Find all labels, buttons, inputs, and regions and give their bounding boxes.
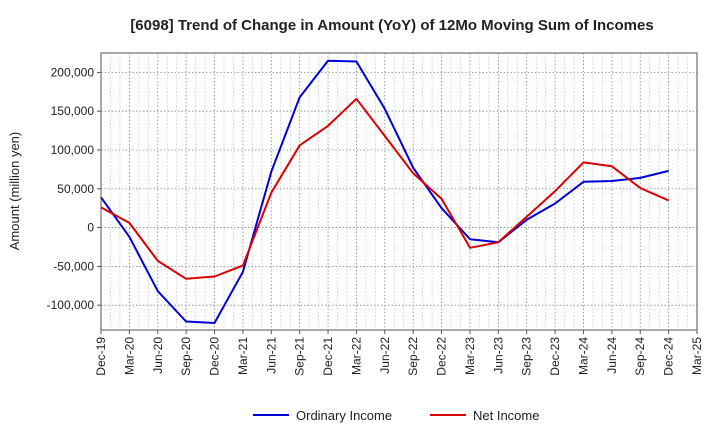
plot-area: -100,000 -50,000 0 50,000 100,000 150,000 200,… xyxy=(47,52,704,376)
minor-grid xyxy=(110,53,688,330)
y-tick-label: 200,000 xyxy=(51,65,95,79)
x-tick-label: Sep-24 xyxy=(633,337,647,376)
legend-label-net-income: Net Income xyxy=(473,408,539,423)
y-tick-label: -50,000 xyxy=(53,259,94,273)
plot-frame xyxy=(100,52,698,331)
y-tick-label: 0 xyxy=(87,221,94,235)
x-tick-label: Sep-21 xyxy=(293,337,307,376)
x-tick-label: Dec-19 xyxy=(94,337,108,376)
x-tick-label: Dec-21 xyxy=(321,337,335,376)
y-tick-label: 100,000 xyxy=(51,143,95,157)
x-tick-label: Jun-23 xyxy=(491,337,505,374)
x-tick-label: Sep-23 xyxy=(520,337,534,376)
legend-label-ordinary-income: Ordinary Income xyxy=(296,408,392,423)
x-tick-label: Dec-22 xyxy=(435,337,449,376)
x-tick-label: Dec-24 xyxy=(662,337,676,376)
x-tick-label: Sep-20 xyxy=(179,337,193,376)
x-tick-label: Dec-20 xyxy=(208,337,222,376)
plot-background xyxy=(101,53,697,330)
x-tick-label: Mar-23 xyxy=(463,337,477,375)
x-tick-label: Mar-22 xyxy=(349,337,363,375)
y-tick-label: 50,000 xyxy=(57,182,94,196)
x-tick-label: Mar-25 xyxy=(690,337,704,375)
x-tick-label: Jun-24 xyxy=(605,337,619,374)
x-tick-label: Jun-20 xyxy=(151,337,165,374)
series-line-ordinary-income xyxy=(100,59,669,324)
x-tick-label: Sep-22 xyxy=(406,337,420,376)
x-tick-label: Jun-21 xyxy=(264,337,278,374)
y-tick-label: 150,000 xyxy=(51,104,95,118)
y-tick-label: -100,000 xyxy=(47,298,95,312)
x-tick-label: Jun-22 xyxy=(378,337,392,374)
series-line-net-income xyxy=(100,97,670,280)
legend: Ordinary Income Net Income xyxy=(253,408,539,423)
x-tick-label: Dec-23 xyxy=(548,337,562,376)
x-tick-label: Mar-20 xyxy=(122,337,136,375)
y-axis-label: Amount (million yen) xyxy=(7,132,22,251)
x-tick-label: Mar-21 xyxy=(236,337,250,375)
chart-title: [6098] Trend of Change in Amount (YoY) o… xyxy=(130,17,653,34)
x-tick-label: Mar-24 xyxy=(576,337,590,375)
